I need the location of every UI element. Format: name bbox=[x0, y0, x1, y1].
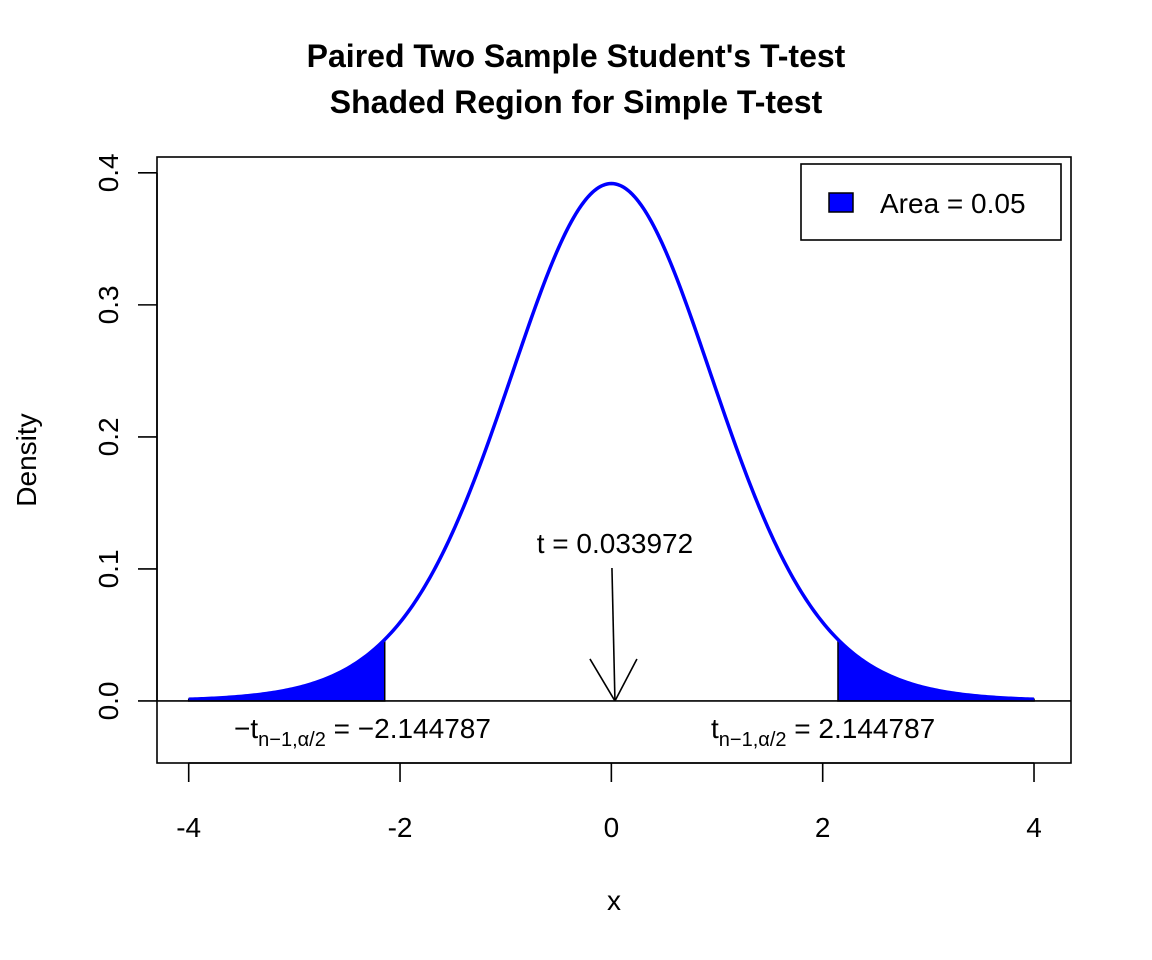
y-axis-label: Density bbox=[11, 413, 42, 506]
y-tick-label: 0.1 bbox=[93, 549, 124, 588]
x-tick-label: -2 bbox=[388, 812, 413, 843]
critical-value-lower-label: −tn−1,α/2 = −2.144787 bbox=[234, 713, 491, 751]
x-tick-label: -4 bbox=[176, 812, 201, 843]
critical-value-upper-label: tn−1,α/2 = 2.144787 bbox=[711, 713, 935, 751]
y-tick-label: 0.2 bbox=[93, 417, 124, 456]
x-axis-label: x bbox=[607, 885, 621, 916]
y-tick-label: 0.0 bbox=[93, 681, 124, 720]
chart-title-line-1: Paired Two Sample Student's T-test bbox=[306, 38, 846, 74]
test-statistic-arrow-head-left bbox=[589, 658, 616, 702]
x-tick-label: 2 bbox=[815, 812, 831, 843]
test-statistic-arrow-shaft bbox=[611, 567, 616, 701]
test-statistic-arrow-head-right bbox=[614, 658, 638, 702]
x-tick-label: 4 bbox=[1026, 812, 1042, 843]
x-tick-label: 0 bbox=[604, 812, 620, 843]
y-tick-label: 0.3 bbox=[93, 285, 124, 324]
legend-swatch bbox=[828, 192, 854, 213]
test-statistic-label: t = 0.033972 bbox=[537, 528, 693, 559]
legend-label: Area = 0.05 bbox=[880, 188, 1026, 219]
density-curve bbox=[188, 181, 1035, 701]
y-tick-label: 0.4 bbox=[93, 153, 124, 192]
chart-title-line-2: Shaded Region for Simple T-test bbox=[329, 84, 823, 120]
